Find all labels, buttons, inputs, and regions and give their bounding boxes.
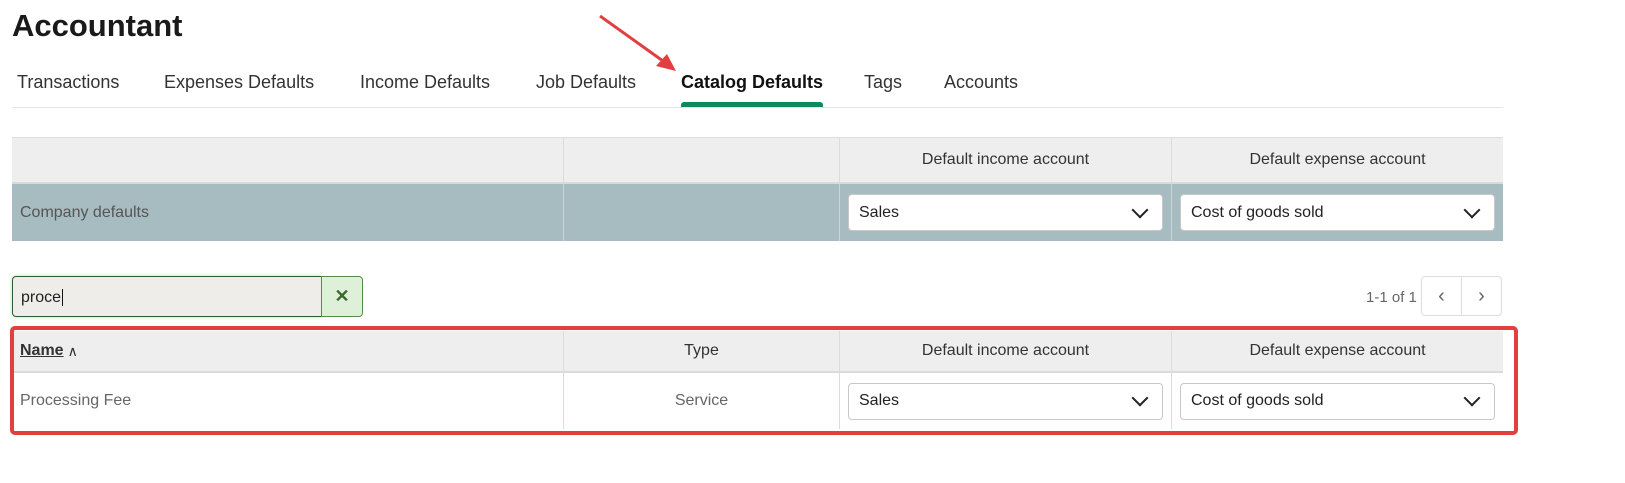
item-income-select[interactable]: Sales [848, 382, 1163, 420]
select-value: Sales [859, 392, 900, 409]
item-expense-select[interactable]: Cost of goods sold [1180, 382, 1495, 420]
search-input[interactable]: proce [12, 276, 322, 317]
header-name-sort[interactable]: Name ∧ [12, 331, 564, 371]
header-expense-account: Default expense account [1249, 342, 1426, 359]
header-blank [564, 138, 840, 182]
tab-income-defaults[interactable]: Income Defaults [360, 72, 491, 92]
chevron-left-icon: ‹ [1438, 284, 1445, 307]
tab-job-defaults[interactable]: Job Defaults [536, 72, 637, 92]
prev-page-button[interactable]: ‹ [1421, 276, 1462, 316]
sort-ascending-icon: ∧ [67, 342, 78, 359]
clear-search-button[interactable]: ✕ [321, 276, 363, 317]
select-value: Cost of goods sold [1191, 392, 1324, 409]
company-income-select[interactable]: Sales [848, 194, 1163, 231]
select-value: Sales [859, 203, 900, 221]
annotation-highlight-box [10, 326, 1518, 435]
company-defaults-table: Default income account Default expense a… [12, 137, 1503, 241]
search-value: proce [21, 289, 62, 306]
header-blank [12, 138, 564, 182]
tab-expenses-defaults[interactable]: Expenses Defaults [164, 72, 315, 92]
company-defaults-row: Company defaults Sales Cost of goods sol… [12, 184, 1503, 241]
chevron-down-icon [1131, 201, 1149, 218]
item-name: Processing Fee [12, 373, 564, 429]
close-icon: ✕ [334, 286, 350, 306]
header-income-account: Default income account [840, 331, 1172, 371]
header-name-label: Name [20, 342, 64, 359]
company-expense-select[interactable]: Cost of goods sold [1180, 194, 1495, 231]
header-income-account: Default income account [840, 138, 1172, 182]
next-page-button[interactable]: › [1461, 276, 1502, 316]
header-type: Type [564, 331, 840, 371]
header-expense-account: Default expense account [1249, 151, 1426, 168]
annotation-arrow-icon [599, 14, 676, 71]
pagination-text: 1-1 of 1 [1366, 289, 1417, 306]
tab-transactions[interactable]: Transactions [17, 72, 120, 92]
page-title: Accountant [12, 8, 183, 43]
chevron-down-icon [1463, 201, 1481, 218]
tab-bar: Transactions Expenses Defaults Income De… [12, 60, 1503, 108]
table-row: Processing Fee Service Sales Cost of goo… [12, 373, 1503, 429]
tab-catalog-defaults[interactable]: Catalog Defaults [681, 72, 824, 107]
company-defaults-label: Company defaults [12, 184, 564, 241]
tab-tags[interactable]: Tags [864, 72, 903, 92]
select-value: Cost of goods sold [1191, 203, 1324, 221]
catalog-items-table: Name ∧ Type Default income account Defaul… [12, 331, 1503, 429]
tab-accounts[interactable]: Accounts [944, 72, 1019, 92]
item-type: Service [564, 373, 840, 429]
chevron-right-icon: › [1478, 284, 1485, 307]
